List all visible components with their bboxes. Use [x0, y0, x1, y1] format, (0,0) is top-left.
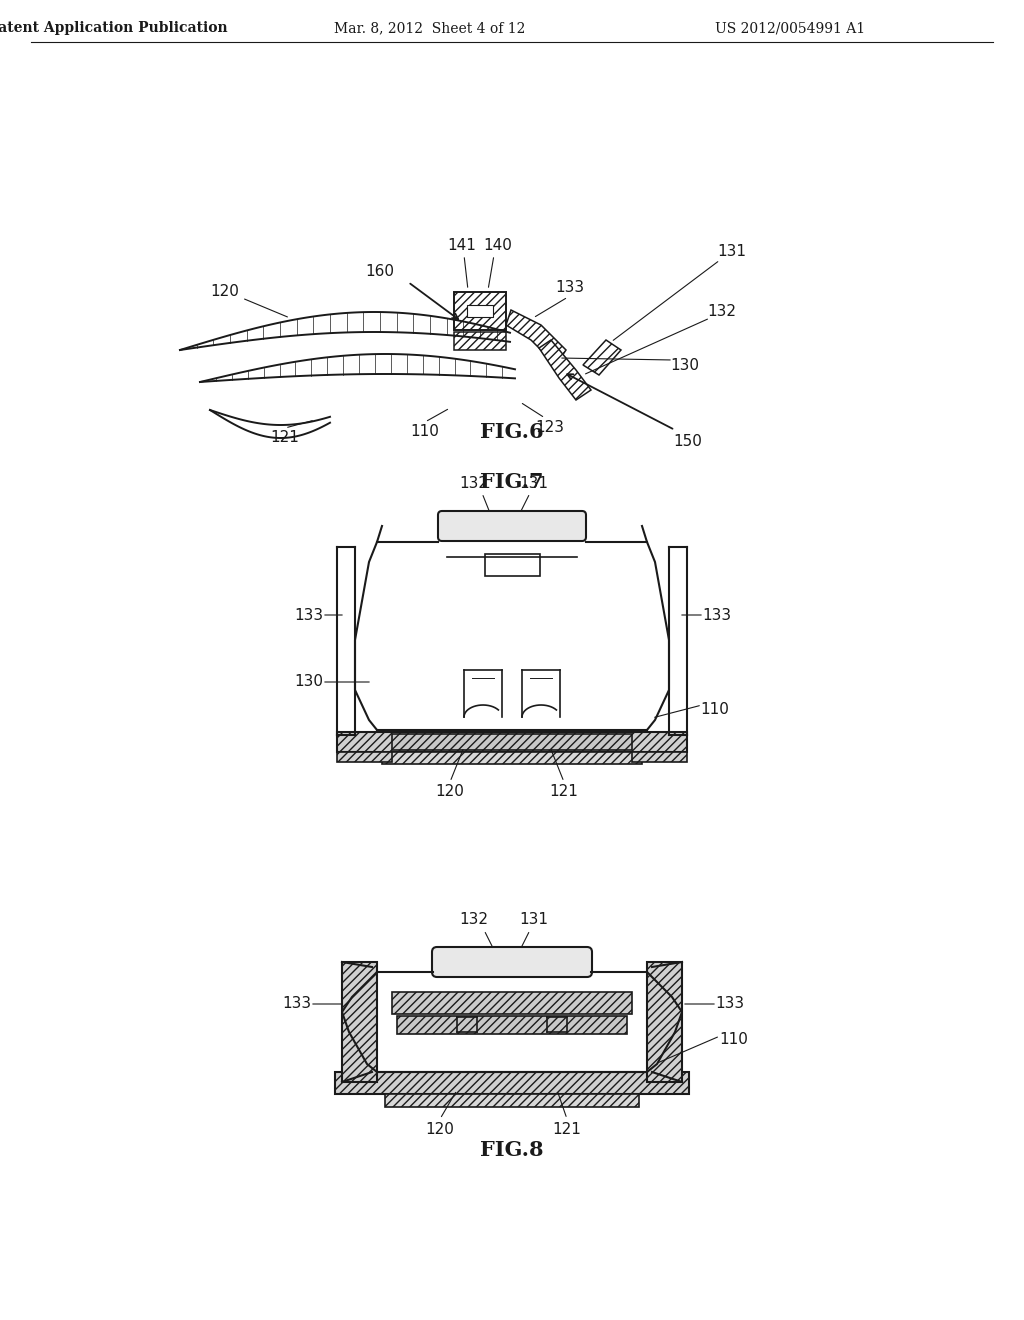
Text: FIG.6: FIG.6 — [480, 422, 544, 442]
Text: 131: 131 — [718, 244, 746, 260]
Text: 121: 121 — [270, 430, 299, 446]
Text: 132: 132 — [708, 305, 736, 319]
Bar — [342, 962, 377, 1082]
Text: 133: 133 — [702, 607, 731, 623]
Bar — [454, 333, 506, 350]
Text: 120: 120 — [426, 1122, 455, 1137]
Bar — [467, 305, 493, 317]
Text: FIG.8: FIG.8 — [480, 1140, 544, 1160]
Bar — [392, 993, 632, 1014]
Bar — [454, 292, 506, 330]
Text: 123: 123 — [536, 421, 564, 436]
Text: 131: 131 — [519, 912, 549, 928]
Text: 130: 130 — [295, 675, 324, 689]
Text: 150: 150 — [674, 434, 702, 450]
Text: 160: 160 — [366, 264, 394, 280]
Text: 120: 120 — [435, 784, 465, 800]
Polygon shape — [506, 310, 566, 366]
Bar — [392, 734, 632, 750]
Bar — [647, 962, 682, 1082]
Bar — [385, 1094, 639, 1107]
Text: US 2012/0054991 A1: US 2012/0054991 A1 — [715, 21, 865, 36]
FancyBboxPatch shape — [432, 946, 592, 977]
Bar — [485, 554, 540, 576]
Text: FIG.7: FIG.7 — [480, 473, 544, 492]
Text: 120: 120 — [211, 285, 240, 300]
Bar — [632, 752, 687, 762]
Text: 132: 132 — [460, 475, 488, 491]
Text: 110: 110 — [720, 1032, 749, 1048]
Text: 140: 140 — [483, 238, 512, 252]
Text: 141: 141 — [447, 238, 476, 252]
Bar — [337, 733, 687, 752]
Text: 133: 133 — [555, 281, 585, 296]
Text: 110: 110 — [411, 425, 439, 440]
Text: 110: 110 — [700, 702, 729, 718]
Text: 133: 133 — [295, 607, 324, 623]
Bar — [335, 1072, 689, 1094]
Polygon shape — [539, 341, 591, 400]
Text: 133: 133 — [283, 997, 311, 1011]
Text: 130: 130 — [671, 358, 699, 372]
Text: 132: 132 — [460, 912, 488, 928]
Text: Mar. 8, 2012  Sheet 4 of 12: Mar. 8, 2012 Sheet 4 of 12 — [334, 21, 525, 36]
Text: Patent Application Publication: Patent Application Publication — [0, 21, 227, 36]
Bar — [382, 752, 642, 764]
Text: 133: 133 — [716, 997, 744, 1011]
Polygon shape — [583, 341, 621, 375]
FancyBboxPatch shape — [438, 511, 586, 541]
Bar — [337, 752, 392, 762]
Text: 131: 131 — [519, 475, 549, 491]
Text: 121: 121 — [550, 784, 579, 800]
Bar — [397, 1016, 627, 1034]
Text: 121: 121 — [553, 1122, 582, 1137]
